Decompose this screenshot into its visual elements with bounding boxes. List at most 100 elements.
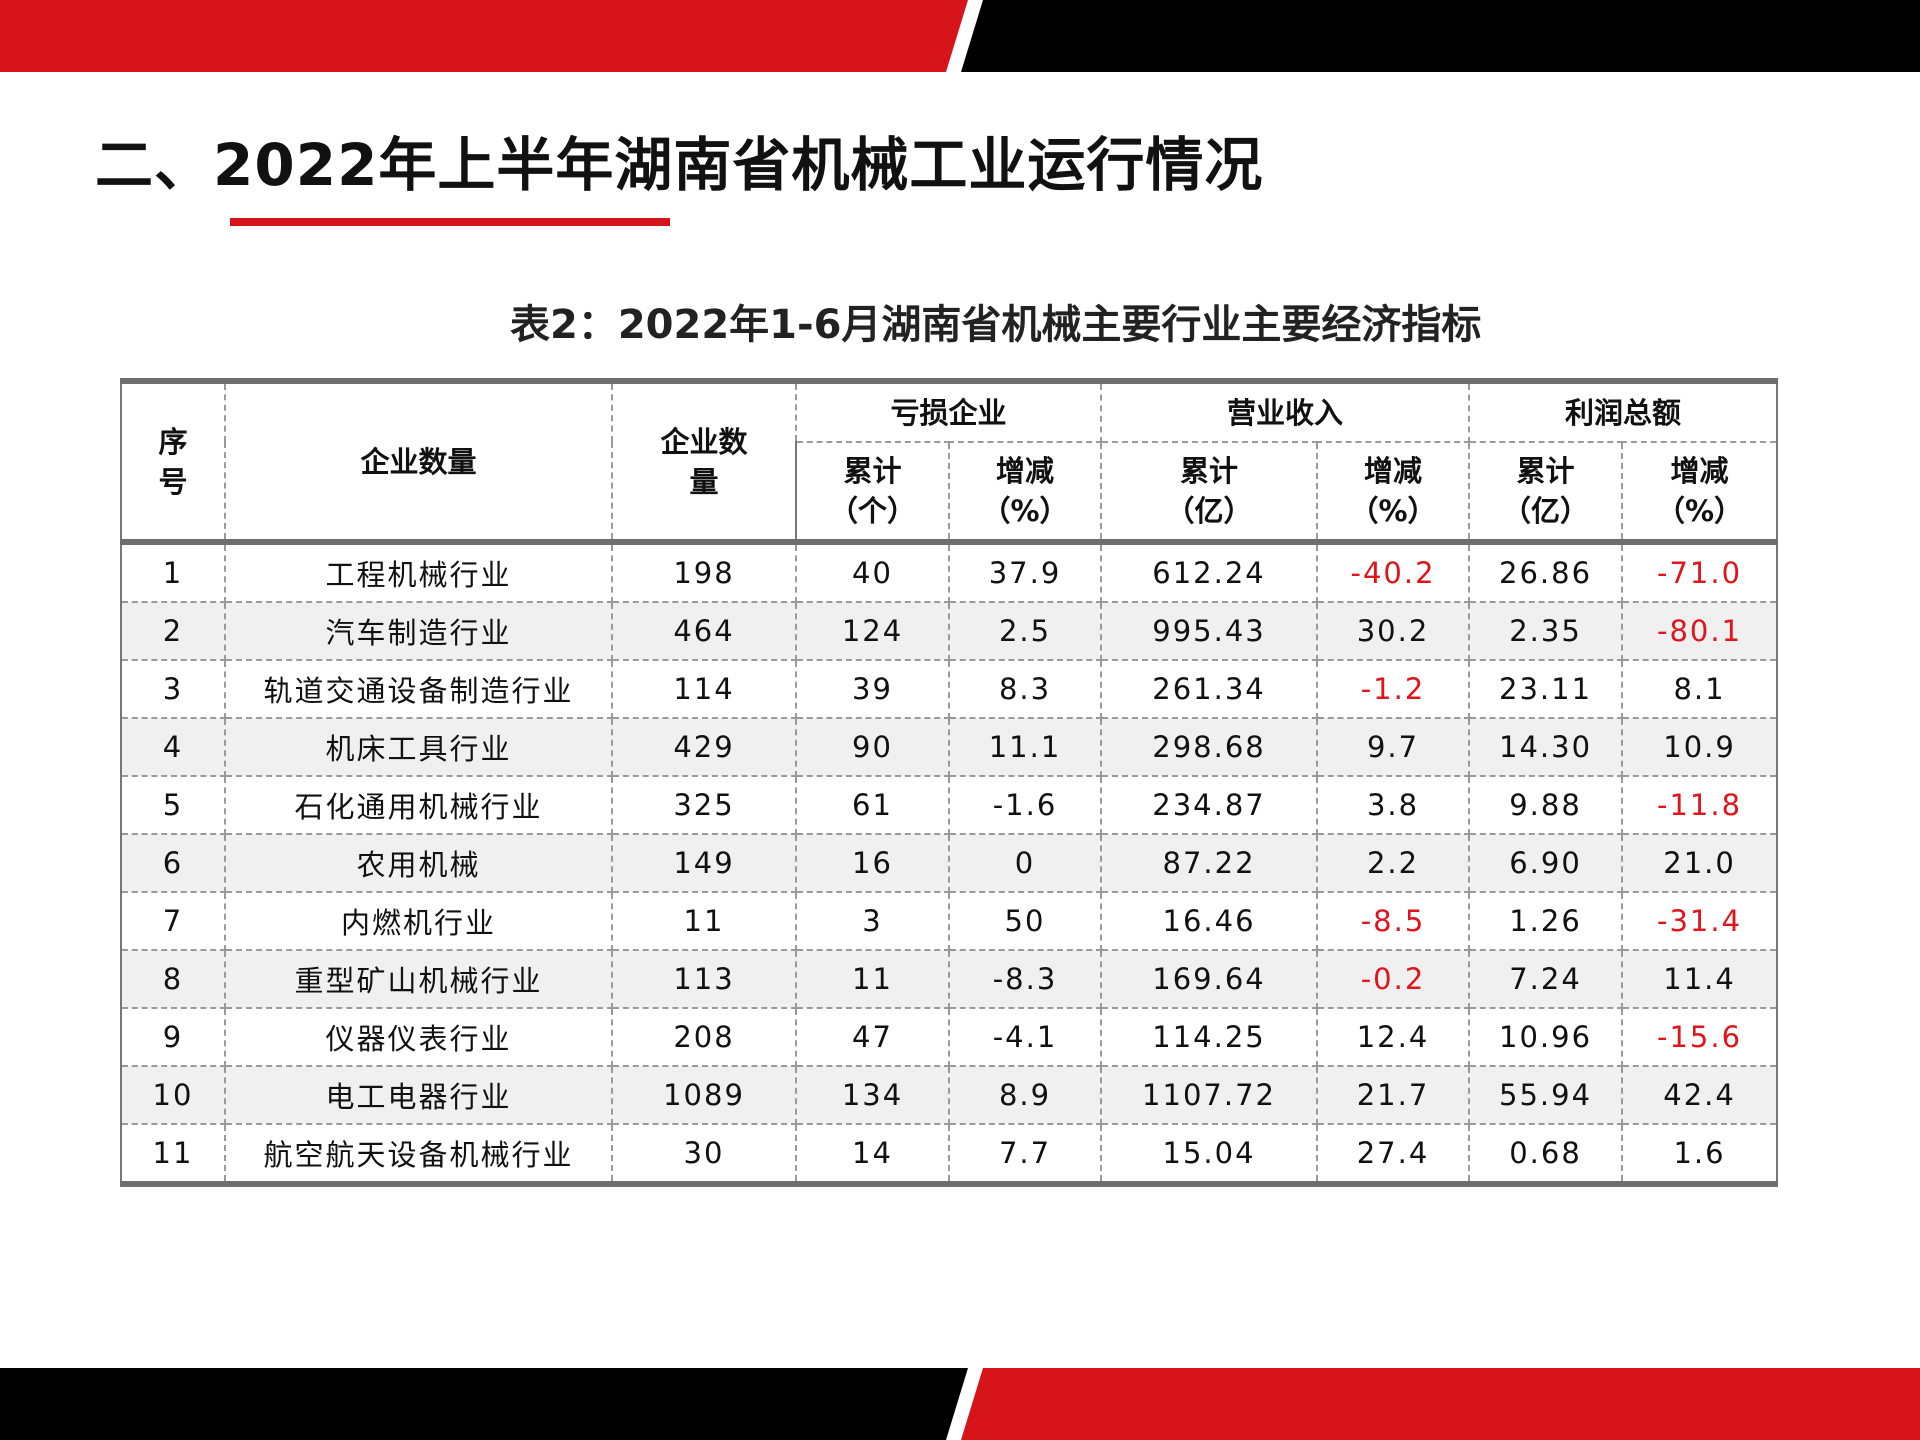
header-loss-change-line2: （%） [981, 494, 1069, 528]
cell-seq: 9 [120, 1007, 226, 1067]
cell-revenue-total: 995.43 [1100, 601, 1319, 661]
cell-loss-change: -1.6 [947, 775, 1103, 835]
cell-loss-total: 90 [795, 717, 950, 777]
cell-loss-change: 7.7 [947, 1123, 1103, 1187]
header-count-line2: 量 [689, 464, 719, 499]
cell-revenue-change: -40.2 [1316, 541, 1471, 603]
cell-seq: 6 [120, 833, 226, 893]
indicator-table: 序 号 企业数量 企业数 量 亏损企业 营业收入 利润总额 累计 （个） 增减 … [120, 378, 1779, 1187]
cell-profit-change: 1.6 [1621, 1123, 1779, 1187]
table-row: 5 石化通用机械行业 325 61 -1.6 234.87 3.8 9.88 -11.8 [120, 775, 1779, 835]
cell-seq: 8 [120, 949, 226, 1009]
cell-industry: 重型矿山机械行业 [224, 949, 613, 1009]
cell-loss-change: -4.1 [947, 1007, 1103, 1067]
cell-revenue-total: 298.68 [1100, 717, 1319, 777]
cell-profit-total: 6.90 [1468, 833, 1624, 893]
cell-loss-change: 8.9 [947, 1065, 1103, 1125]
cell-loss-total: 61 [795, 775, 950, 835]
table-body: 1 工程机械行业 198 40 37.9 612.24 -40.2 26.86 -71.0 2 汽车… [120, 541, 1779, 1187]
cell-seq: 7 [120, 891, 226, 951]
cell-loss-change: 0 [947, 833, 1103, 893]
table-row: 6 农用机械 149 16 0 87.22 2.2 6.90 21.0 [120, 833, 1779, 893]
cell-enterprise-count: 30 [611, 1123, 797, 1187]
header-rev-change-line1: 增减 [1364, 454, 1423, 488]
cell-seq: 10 [120, 1065, 226, 1125]
cell-revenue-total: 234.87 [1100, 775, 1319, 835]
cell-loss-change: 2.5 [947, 601, 1103, 661]
table-header: 序 号 企业数量 企业数 量 亏损企业 营业收入 利润总额 累计 （个） 增减 … [120, 378, 1779, 545]
cell-revenue-change: 21.7 [1316, 1065, 1471, 1125]
cell-loss-total: 40 [795, 541, 950, 603]
cell-revenue-total: 16.46 [1100, 891, 1319, 951]
header-loss-group: 亏损企业 [794, 378, 1103, 443]
header-profit-group: 利润总额 [1468, 378, 1779, 443]
table-row: 11 航空航天设备机械行业 30 14 7.7 15.04 27.4 0.68 1.6 [120, 1123, 1779, 1187]
cell-industry: 电工电器行业 [224, 1065, 613, 1125]
cell-profit-change: 10.9 [1621, 717, 1779, 777]
header-rev-change-line2: （%） [1349, 494, 1437, 528]
cell-enterprise-count: 1089 [611, 1065, 797, 1125]
cell-loss-total: 14 [795, 1123, 950, 1187]
cell-revenue-change: -8.5 [1316, 891, 1471, 951]
cell-profit-change: -11.8 [1621, 775, 1779, 835]
header-profit-change-line2: （%） [1656, 494, 1744, 528]
cell-profit-change: -80.1 [1621, 601, 1779, 661]
cell-loss-total: 39 [795, 659, 950, 719]
header-enterprise-count: 企业数 量 [611, 378, 797, 545]
cell-revenue-change: -1.2 [1316, 659, 1471, 719]
header-profit-change-line1: 增减 [1670, 454, 1729, 488]
table-row: 4 机床工具行业 429 90 11.1 298.68 9.7 14.30 10.9 [120, 717, 1779, 777]
header-revenue-total: 累计 （亿） [1100, 441, 1319, 545]
table-caption: 表2：2022年1-6月湖南省机械主要行业主要经济指标 [510, 302, 1482, 348]
cell-industry: 石化通用机械行业 [224, 775, 613, 835]
header-industry: 企业数量 [224, 378, 613, 545]
cell-seq: 2 [120, 601, 226, 661]
slide-title: 二、2022年上半年湖南省机械工业运行情况 [95, 131, 1264, 199]
cell-profit-total: 55.94 [1468, 1065, 1624, 1125]
cell-enterprise-count: 198 [611, 541, 797, 603]
table-row: 9 仪器仪表行业 208 47 -4.1 114.25 12.4 10.96 -15.6 [120, 1007, 1779, 1067]
cell-revenue-change: 30.2 [1316, 601, 1471, 661]
header-profit-total-line1: 累计 [1516, 454, 1575, 488]
cell-loss-change: -8.3 [947, 949, 1103, 1009]
cell-enterprise-count: 429 [611, 717, 797, 777]
cell-loss-total: 3 [795, 891, 950, 951]
cell-enterprise-count: 113 [611, 949, 797, 1009]
header-loss-total: 累计 （个） [795, 441, 950, 545]
cell-seq: 11 [120, 1123, 226, 1187]
header-count-line1: 企业数 [660, 424, 748, 459]
cell-enterprise-count: 11 [611, 891, 797, 951]
cell-revenue-change: 3.8 [1316, 775, 1471, 835]
cell-revenue-total: 114.25 [1100, 1007, 1319, 1067]
header-revenue-change: 增减 （%） [1316, 441, 1471, 545]
cell-industry: 农用机械 [224, 833, 613, 893]
table-row: 7 内燃机行业 11 3 50 16.46 -8.5 1.26 -31.4 [120, 891, 1779, 951]
cell-seq: 1 [120, 541, 226, 603]
cell-loss-total: 124 [795, 601, 950, 661]
cell-loss-total: 16 [795, 833, 950, 893]
cell-loss-change: 11.1 [947, 717, 1103, 777]
cell-profit-total: 10.96 [1468, 1007, 1624, 1067]
header-seq-line1: 序 [158, 424, 188, 459]
cell-revenue-total: 169.64 [1100, 949, 1319, 1009]
cell-industry: 轨道交通设备制造行业 [224, 659, 613, 719]
cell-profit-total: 26.86 [1468, 541, 1624, 603]
cell-loss-change: 37.9 [947, 541, 1103, 603]
cell-loss-change: 8.3 [947, 659, 1103, 719]
cell-revenue-change: -0.2 [1316, 949, 1471, 1009]
header-rev-total-line2: （亿） [1165, 494, 1253, 528]
header-profit-total: 累计 （亿） [1468, 441, 1624, 545]
cell-industry: 工程机械行业 [224, 541, 613, 603]
cell-enterprise-count: 208 [611, 1007, 797, 1067]
cell-seq: 3 [120, 659, 226, 719]
table-row: 8 重型矿山机械行业 113 11 -8.3 169.64 -0.2 7.24 11.4 [120, 949, 1779, 1009]
cell-revenue-total: 1107.72 [1100, 1065, 1319, 1125]
cell-profit-change: 8.1 [1621, 659, 1779, 719]
cell-industry: 仪器仪表行业 [224, 1007, 613, 1067]
header-loss-change-line1: 增减 [996, 454, 1055, 488]
cell-industry: 航空航天设备机械行业 [224, 1123, 613, 1187]
cell-profit-total: 1.26 [1468, 891, 1624, 951]
header-profit-total-line2: （亿） [1502, 494, 1590, 528]
cell-profit-change: 11.4 [1621, 949, 1779, 1009]
cell-industry: 内燃机行业 [224, 891, 613, 951]
